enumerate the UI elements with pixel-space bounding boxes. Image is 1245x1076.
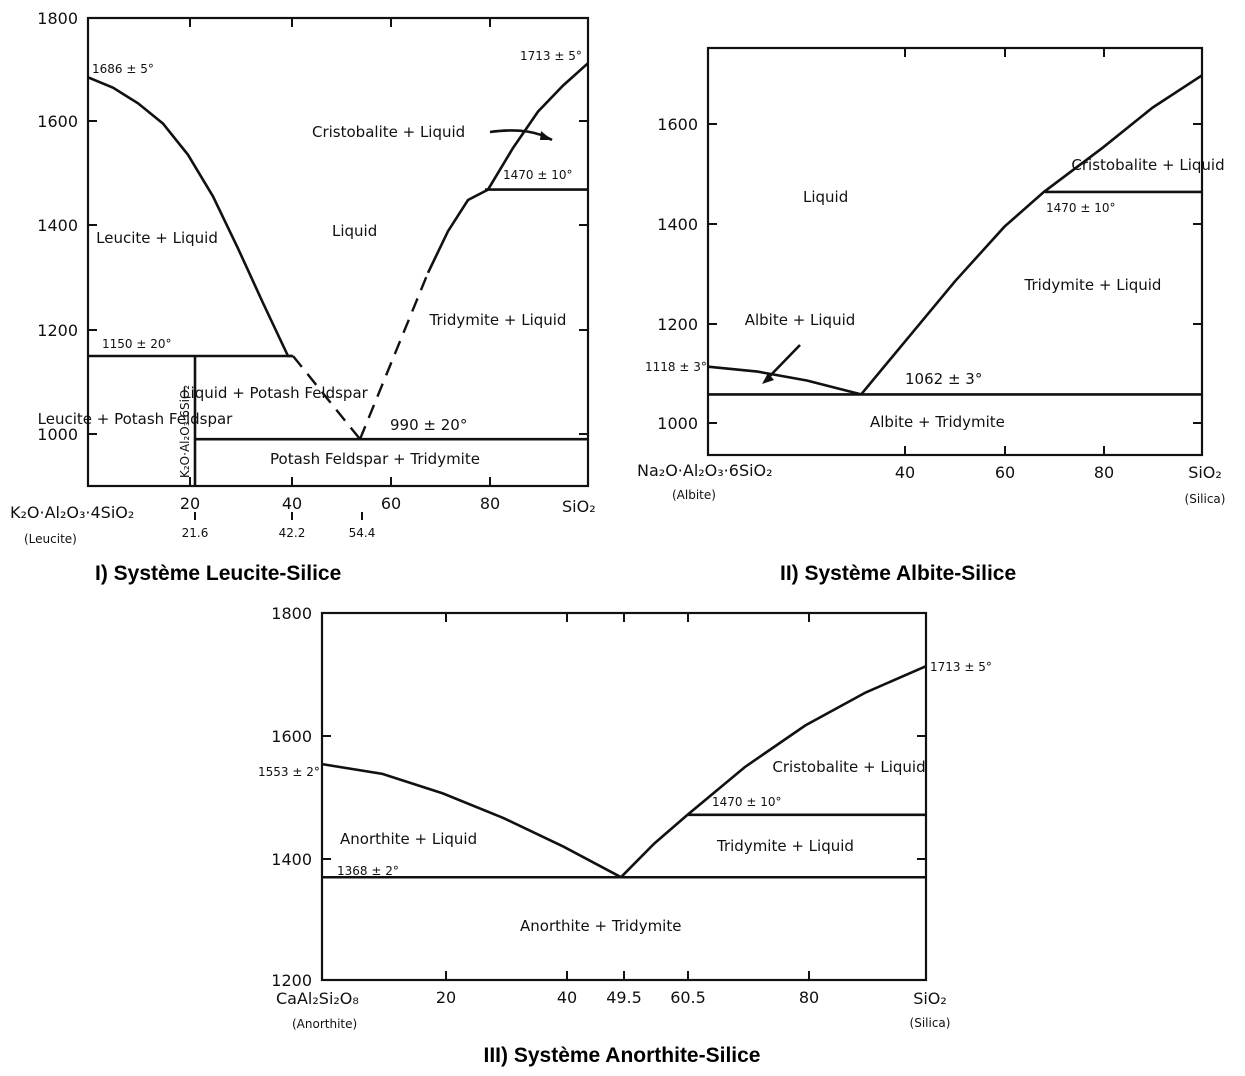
y-tick-label: 1800	[271, 604, 312, 623]
y-tick-label: 1200	[271, 971, 312, 990]
plot-frame	[86, 16, 590, 488]
region-tridymite-liquid: Tridymite + Liquid	[1024, 276, 1162, 294]
region-albite-tridymite: Albite + Tridymite	[870, 413, 1005, 431]
label-1470: 1470 ± 10°	[503, 168, 573, 182]
x-tick-label: 40	[895, 463, 915, 482]
x-tick-label: 20	[436, 988, 456, 1007]
x-right-sub: (Silica)	[910, 1016, 951, 1030]
x-right-label: SiO₂	[562, 497, 596, 516]
liquidus-curve	[358, 272, 430, 440]
region-liquid: Liquid	[803, 188, 848, 206]
x-tick-label: 40	[557, 988, 577, 1007]
y-tick-label: 1600	[271, 727, 312, 746]
region-tridymite-liquid: Tridymite + Liquid	[429, 311, 567, 329]
x-right-label: SiO₂	[1188, 463, 1222, 482]
plot-frame	[706, 46, 1204, 457]
y-tick-label: 1200	[37, 321, 78, 340]
x-right-sub: (Silica)	[1185, 492, 1226, 506]
chart-anorthite-silica: 1800 1600 1400 1200 20 40 49.5 60.5 80 1553 ± 2° 1…	[258, 604, 992, 1067]
region-cristobalite-liquid: Cristobalite + Liquid	[1071, 156, 1224, 174]
region-cristobalite-liquid: Cristobalite + Liquid	[772, 758, 925, 776]
y-tick-label: 1600	[657, 115, 698, 134]
label-1686: 1686 ± 5°	[92, 62, 154, 76]
composition-label: 42.2	[279, 526, 306, 540]
liquidus-curve	[321, 762, 622, 879]
label-990: 990 ± 20°	[390, 416, 467, 434]
x-tick-label: 60.5	[670, 988, 706, 1007]
region-cristobalite-liquid: Cristobalite + Liquid	[312, 123, 465, 141]
y-tick-label: 1200	[657, 315, 698, 334]
x-left-label: CaAl₂Si₂O₈	[276, 989, 359, 1008]
label-1150: 1150 ± 20°	[102, 337, 172, 351]
arrow-head	[762, 373, 774, 384]
x-tick-label: 60	[995, 463, 1015, 482]
label-1713: 1713 ± 5°	[520, 49, 582, 63]
region-leucite-liquid: Leucite + Liquid	[96, 229, 218, 247]
y-tick-label: 1000	[657, 414, 698, 433]
region-feldspar-tridymite: Potash Feldspar + Tridymite	[270, 450, 480, 468]
region-liquid: Liquid	[332, 222, 377, 240]
liquidus-curve	[620, 665, 927, 879]
caption: II) Système Albite-Silice	[780, 562, 1016, 585]
x-left-label: K₂O·Al₂O₃·4SiO₂	[10, 503, 134, 522]
x-left-label: Na₂O·Al₂O₃·6SiO₂	[637, 461, 773, 480]
label-1713: 1713 ± 5°	[930, 660, 992, 674]
liquidus-curve	[860, 74, 1203, 396]
liquidus-curve	[707, 365, 862, 396]
x-tick-label: 20	[180, 494, 200, 513]
liquidus-curve	[292, 355, 361, 440]
x-left-sub: (Leucite)	[24, 532, 77, 546]
region-leucite-feldspar: Leucite + Potash Feldspar	[38, 410, 234, 428]
region-tridymite-liquid: Tridymite + Liquid	[716, 837, 854, 855]
x-tick-label: 80	[1094, 463, 1114, 482]
y-tick-label: 1400	[271, 850, 312, 869]
y-tick-label: 1400	[37, 216, 78, 235]
region-liquid-feldspar: Liquid + Potash Feldspar	[182, 384, 368, 402]
label-1118: 1118 ± 3°	[645, 360, 707, 374]
composition-label: 54.4	[349, 526, 376, 540]
x-tick-label: 80	[480, 494, 500, 513]
x-right-label: SiO₂	[913, 989, 947, 1008]
caption: I) Système Leucite-Silice	[95, 562, 341, 585]
region-anorthite-tridymite: Anorthite + Tridymite	[520, 917, 681, 935]
y-tick-label: 1000	[37, 425, 78, 444]
x-tick-label: 80	[799, 988, 819, 1007]
label-1553: 1553 ± 2°	[258, 765, 320, 779]
label-1368: 1368 ± 2°	[337, 864, 399, 878]
arrow-head	[540, 131, 552, 140]
compound-label: K₂O·Al₂O₃·6SiO₂	[178, 385, 192, 478]
x-left-sub: (Anorthite)	[292, 1017, 357, 1031]
x-left-sub: (Albite)	[672, 488, 716, 502]
chart-albite-silica: 1600 1400 1200 1000 40 60 80 1118 ± 3° 1062 ± 3°…	[637, 46, 1226, 585]
x-tick-label: 40	[282, 494, 302, 513]
chart-leucite-silica: 1800 1600 1400 1200 1000 20 40 60 80 1686 ± 5° 171…	[10, 9, 596, 585]
liquidus-curve	[426, 62, 589, 274]
field-arrow	[765, 344, 801, 381]
label-1470: 1470 ± 10°	[712, 795, 782, 809]
x-tick-label: 60	[381, 494, 401, 513]
composition-label: 21.6	[182, 526, 209, 540]
x-tick-label: 49.5	[606, 988, 642, 1007]
label-1470: 1470 ± 10°	[1046, 201, 1116, 215]
label-1062: 1062 ± 3°	[905, 370, 982, 388]
y-tick-label: 1400	[657, 215, 698, 234]
caption: III) Système Anorthite-Silice	[484, 1044, 761, 1067]
liquidus-curve	[87, 76, 293, 358]
region-albite-liquid: Albite + Liquid	[745, 311, 856, 329]
y-tick-label: 1800	[37, 9, 78, 28]
region-anorthite-liquid: Anorthite + Liquid	[340, 830, 477, 848]
y-tick-label: 1600	[37, 112, 78, 131]
